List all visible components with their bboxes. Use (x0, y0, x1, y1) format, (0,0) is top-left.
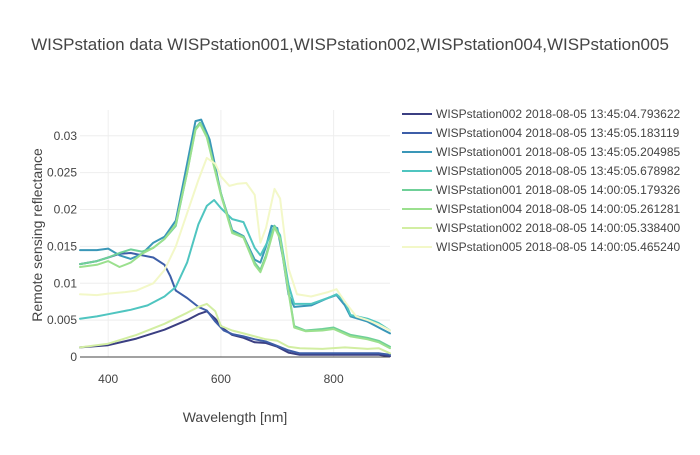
series-line-8 (79, 156, 391, 332)
series-line-4 (79, 199, 391, 332)
x-axis-title: Wavelength [nm] (183, 409, 288, 425)
y-axis-title: Remote sensing reflectance (29, 148, 45, 322)
series-line-7 (79, 302, 391, 355)
legend-item-label: WISPstation005 2018-08-05 14:00:05.46524… (436, 240, 681, 254)
legend-item-label: WISPstation001 2018-08-05 13:45:05.20498… (436, 145, 681, 159)
axes: 400 600 800 0 0.005 0.01 0.015 0.02 0.025 0.03 (47, 129, 390, 386)
series-lines (79, 118, 391, 358)
series-line-1 (79, 310, 391, 358)
y-tick-label: 0.005 (47, 313, 77, 327)
x-tick-label: 400 (98, 372, 118, 386)
series-line-5 (79, 121, 391, 348)
legend: WISPstation002 2018-08-05 13:45:04.79362… (402, 107, 681, 254)
legend-item-label: WISPstation002 2018-08-05 13:45:04.79362… (436, 107, 681, 121)
legend-item-label: WISPstation005 2018-08-05 13:45:05.67898… (436, 164, 681, 178)
x-tick-label: 800 (324, 372, 344, 386)
gridlines (80, 110, 390, 357)
y-tick-label: 0.025 (47, 166, 77, 180)
y-tick-label: 0.01 (54, 276, 78, 290)
y-tick-label: 0.03 (54, 129, 78, 143)
chart-title: WISPstation data WISPstation001,WISPstat… (31, 35, 669, 54)
y-tick-label: 0 (70, 350, 77, 364)
legend-item-label: WISPstation001 2018-08-05 14:00:05.17932… (436, 183, 681, 197)
y-tick-label: 0.015 (47, 239, 77, 253)
legend-item-label: WISPstation002 2018-08-05 14:00:05.33840… (436, 221, 681, 235)
legend-item-label: WISPstation004 2018-08-05 13:45:05.18311… (436, 126, 680, 140)
y-tick-label: 0.02 (54, 203, 78, 217)
series-line-2 (79, 252, 391, 356)
series-line-6 (79, 123, 391, 350)
legend-item-label: WISPstation004 2018-08-05 14:00:05.26128… (436, 202, 681, 216)
x-tick-label: 600 (211, 372, 231, 386)
